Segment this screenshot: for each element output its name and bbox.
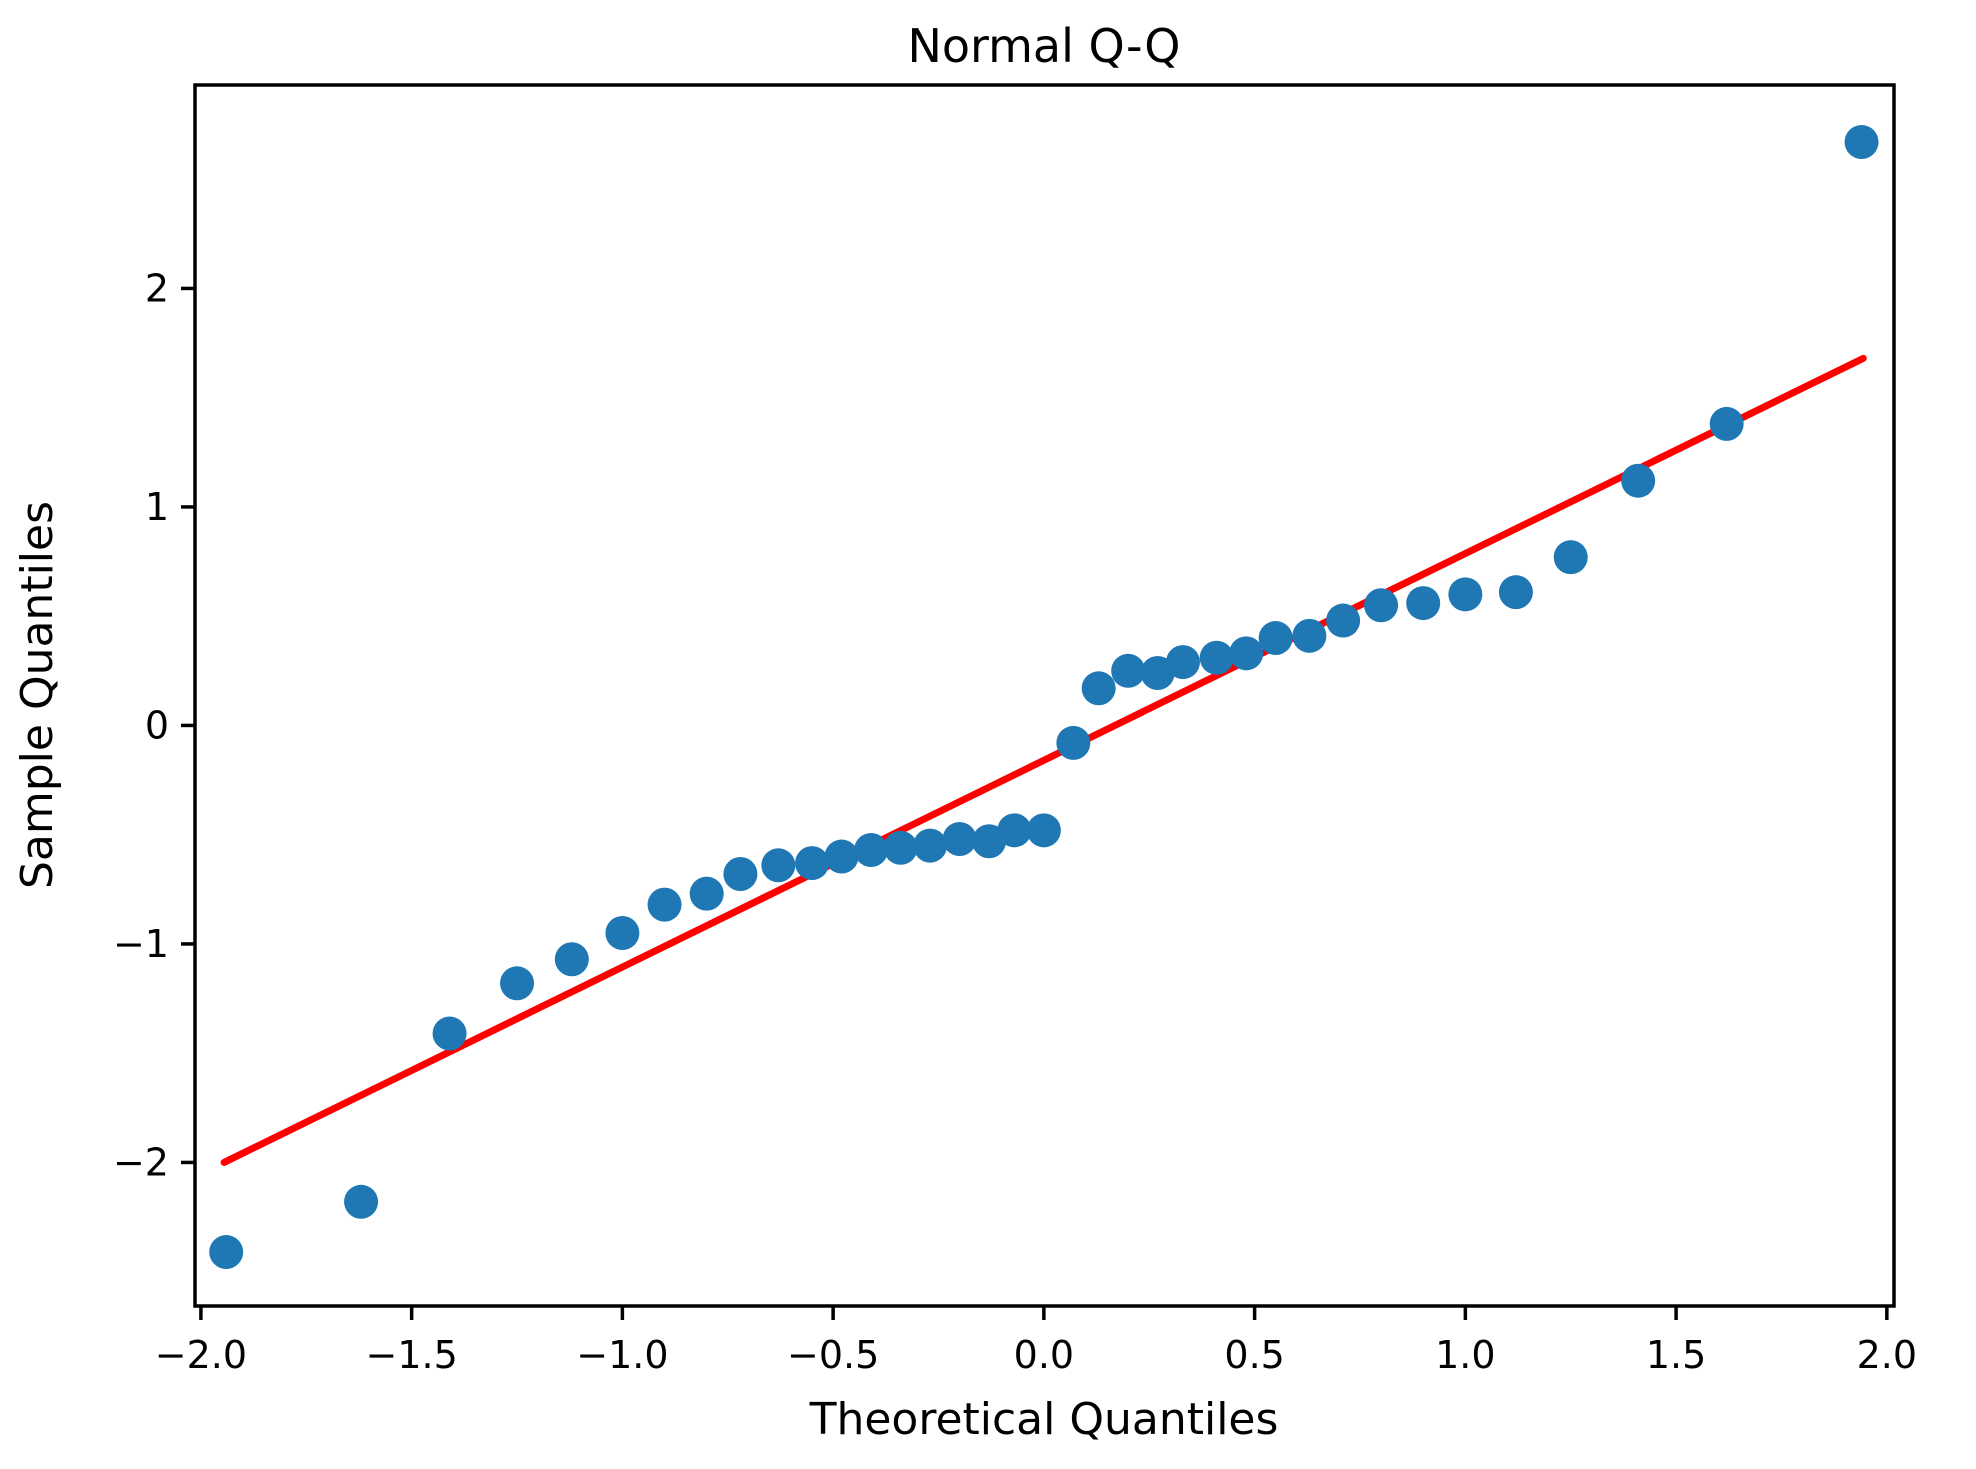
y-tick-label: −2 <box>113 1140 169 1184</box>
data-point <box>689 876 724 911</box>
data-point <box>605 916 640 951</box>
y-axis-label: Sample Quantiles <box>12 501 63 889</box>
data-point <box>647 887 682 922</box>
y-tick-label: 0 <box>145 703 169 747</box>
data-point <box>761 848 796 883</box>
x-axis-label: Theoretical Quantiles <box>809 1394 1279 1445</box>
data-point <box>1498 575 1533 610</box>
data-point <box>1709 406 1744 441</box>
y-tick-label: 1 <box>145 485 169 529</box>
axes-spines <box>193 83 1896 1308</box>
data-point <box>1326 603 1361 638</box>
scatter-points <box>209 125 1879 1270</box>
data-point <box>997 813 1032 848</box>
data-point <box>209 1235 244 1270</box>
y-axis-ticks: −2 −1 0 1 2 <box>113 266 195 1184</box>
chart-title: Normal Q-Q <box>907 19 1180 73</box>
data-point <box>1364 588 1399 623</box>
data-point <box>1844 125 1879 160</box>
x-tick-label: −1.5 <box>366 1333 458 1377</box>
y-tick-label: 2 <box>145 266 169 310</box>
data-point <box>723 857 758 892</box>
x-tick-label: 2.0 <box>1857 1333 1917 1377</box>
data-point <box>1448 577 1483 612</box>
x-tick-label: 0.0 <box>1014 1333 1074 1377</box>
data-point <box>1111 653 1146 688</box>
data-point <box>913 828 948 863</box>
x-tick-label: −1.0 <box>576 1333 668 1377</box>
data-point <box>1056 725 1091 760</box>
data-point <box>795 846 830 881</box>
data-point <box>432 1016 467 1051</box>
reference-line-segment <box>220 354 1867 1166</box>
x-tick-label: 1.5 <box>1646 1333 1706 1377</box>
data-point <box>1026 813 1061 848</box>
reference-line <box>220 354 1867 1166</box>
data-point <box>824 839 859 874</box>
data-point <box>1081 671 1116 706</box>
x-tick-label: 1.0 <box>1435 1333 1495 1377</box>
data-point <box>854 832 889 867</box>
plot-area <box>195 85 1894 1306</box>
data-point <box>554 942 589 977</box>
data-point <box>1165 645 1200 680</box>
data-point <box>942 822 977 857</box>
data-point <box>1553 540 1588 575</box>
x-tick-label: −2.0 <box>155 1333 247 1377</box>
y-tick-label: −1 <box>113 922 169 966</box>
data-point <box>1621 463 1656 498</box>
data-point <box>1199 640 1234 675</box>
x-tick-label: −0.5 <box>787 1333 879 1377</box>
data-point <box>500 966 535 1001</box>
x-tick-label: 0.5 <box>1224 1333 1284 1377</box>
data-point <box>1258 621 1293 656</box>
data-point <box>344 1184 379 1219</box>
data-point <box>1229 636 1264 671</box>
data-point <box>883 830 918 865</box>
data-point <box>1406 586 1441 621</box>
x-axis-ticks: −2.0 −1.5 −1.0 −0.5 0.0 0.5 1.0 1.5 2.0 <box>155 1306 1917 1377</box>
data-point <box>1292 618 1327 653</box>
